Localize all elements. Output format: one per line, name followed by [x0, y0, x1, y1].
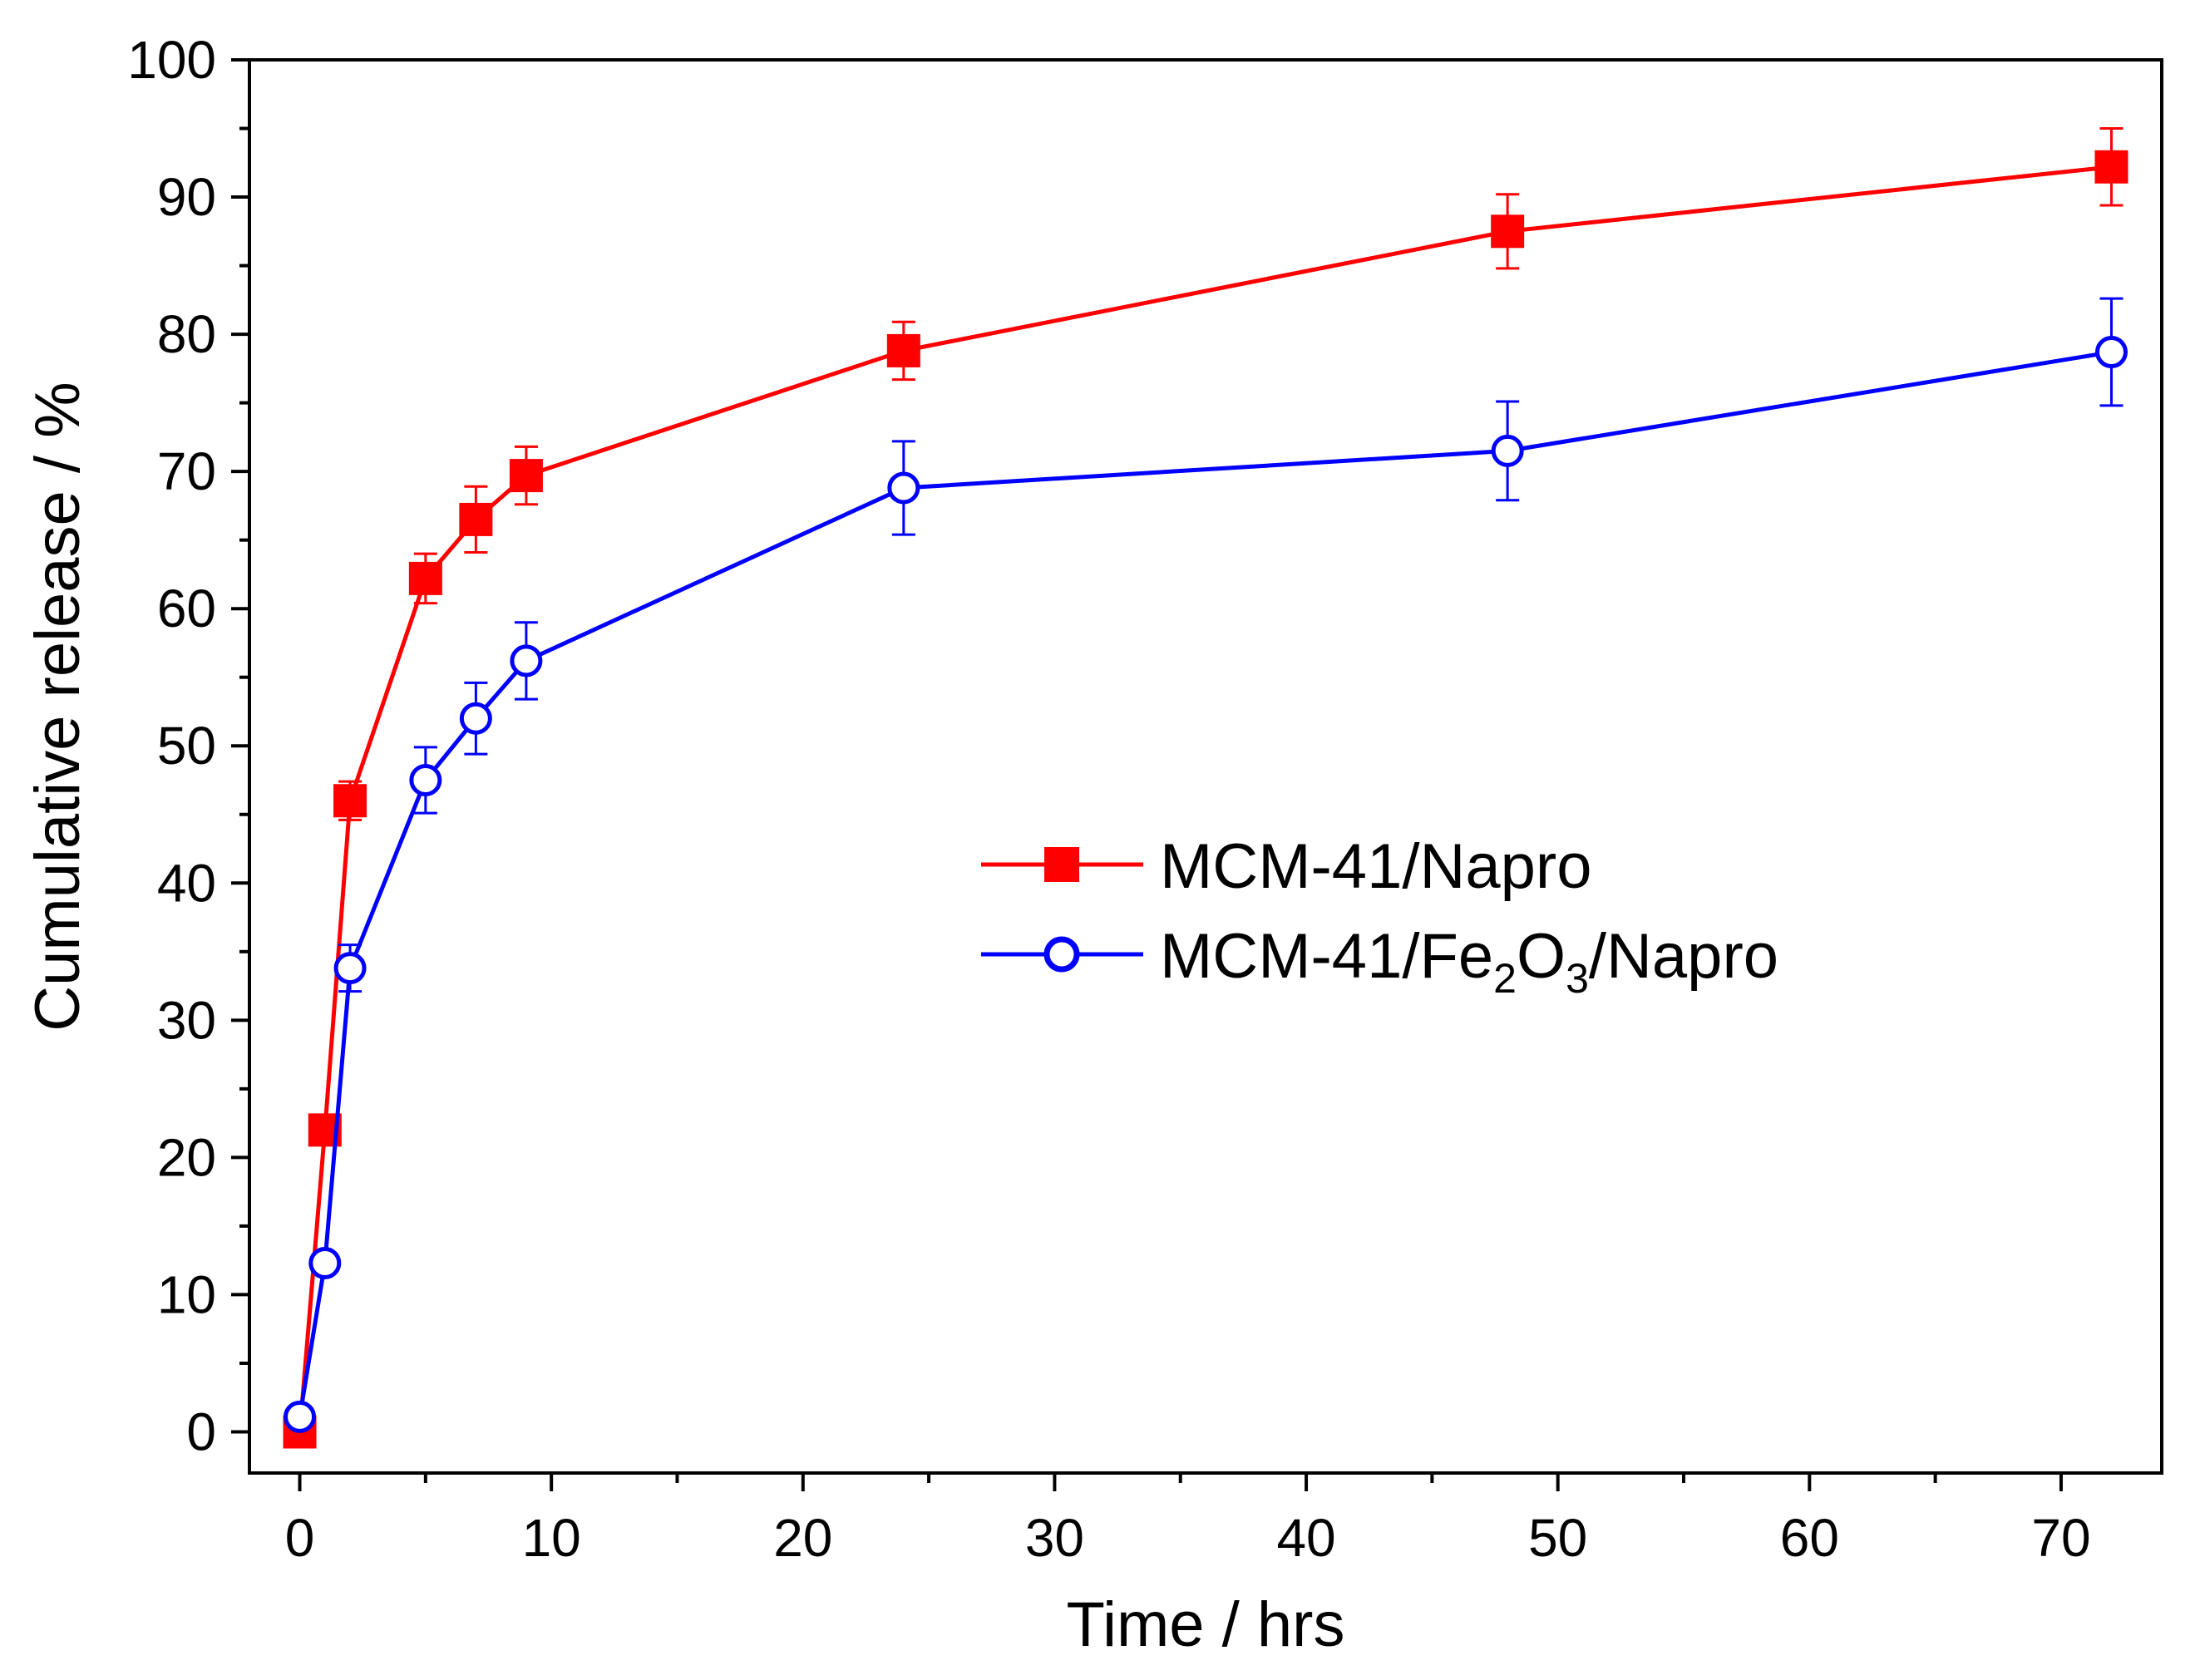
y-tick-label: 80: [157, 304, 216, 364]
data-point-square: [1491, 214, 1525, 249]
data-point-circle: [308, 1246, 342, 1279]
y-axis-label: Cumulative release / %: [22, 382, 93, 1031]
data-point-circle: [1491, 434, 1524, 467]
plot-frame: [248, 58, 2163, 1475]
legend-marker-series-2: [1043, 936, 1080, 973]
x-axis-label: Time / hrs: [1067, 1589, 1345, 1660]
data-point-circle: [887, 471, 920, 505]
tick-labels: 0 10 20 30 40 50 60 70 0 10 20 30 40 50 60 70 80 90 100: [127, 30, 2090, 1568]
plot-series: [283, 127, 2128, 1449]
axis-ticks: [231, 58, 2063, 1491]
series-1: [283, 127, 2128, 1449]
legend-label-series-2-sub-3: 3: [1566, 955, 1589, 1002]
data-point-circle: [333, 952, 367, 985]
y-tick-label: 10: [157, 1264, 216, 1324]
legend-label-series-2-o: O: [1517, 921, 1566, 992]
x-tick-label: 40: [1276, 1508, 1335, 1568]
data-point-square: [509, 459, 543, 493]
legend-label-series-1: MCM-41/Napro: [1160, 831, 1591, 902]
x-tick-label: 10: [522, 1508, 581, 1568]
x-tick-label: 30: [1025, 1508, 1084, 1568]
y-tick-label: 0: [186, 1402, 216, 1461]
y-tick-label: 90: [157, 167, 216, 227]
data-point-circle: [284, 1400, 317, 1433]
series-2: [284, 297, 2128, 1433]
legend-label-series-2-sub-2: 2: [1493, 955, 1517, 1002]
data-point-circle: [510, 644, 543, 677]
legend-marker-series-1: [1044, 847, 1079, 882]
legend-entry-series-2: MCM-41/Fe2O3/Napro: [981, 921, 1778, 1002]
legend-label-series-2: MCM-41/Fe2O3/Napro: [1160, 921, 1778, 1002]
legend-entry-series-1: MCM-41/Napro: [981, 831, 1591, 902]
data-point-circle: [409, 764, 442, 797]
data-point-square: [886, 333, 920, 367]
legend-label-series-2-main: MCM-41/Fe: [1160, 921, 1493, 992]
data-point-circle: [2094, 336, 2128, 369]
y-tick-label: 50: [157, 716, 216, 776]
y-tick-label: 60: [157, 579, 216, 638]
x-tick-label: 0: [285, 1508, 315, 1568]
y-tick-label: 70: [157, 441, 216, 501]
x-tick-label: 20: [773, 1508, 832, 1568]
data-point-square: [459, 502, 493, 536]
data-point-square: [333, 784, 367, 818]
series-1-line: [298, 165, 2112, 1432]
y-tick-label: 40: [157, 853, 216, 913]
x-tick-label: 50: [1528, 1508, 1587, 1568]
y-tick-label: 20: [157, 1127, 216, 1187]
legend-label-series-2-tail: /Napro: [1589, 921, 1778, 992]
legend: MCM-41/Napro MCM-41/Fe2O3/Napro: [981, 831, 1778, 1002]
y-tick-label: 100: [127, 30, 216, 90]
data-point-square: [408, 561, 442, 595]
y-tick-label: 30: [157, 990, 216, 1050]
x-tick-label: 60: [1780, 1508, 1839, 1568]
data-point-circle: [459, 702, 492, 735]
x-tick-label: 70: [2031, 1508, 2090, 1568]
data-point-square: [2094, 150, 2128, 184]
